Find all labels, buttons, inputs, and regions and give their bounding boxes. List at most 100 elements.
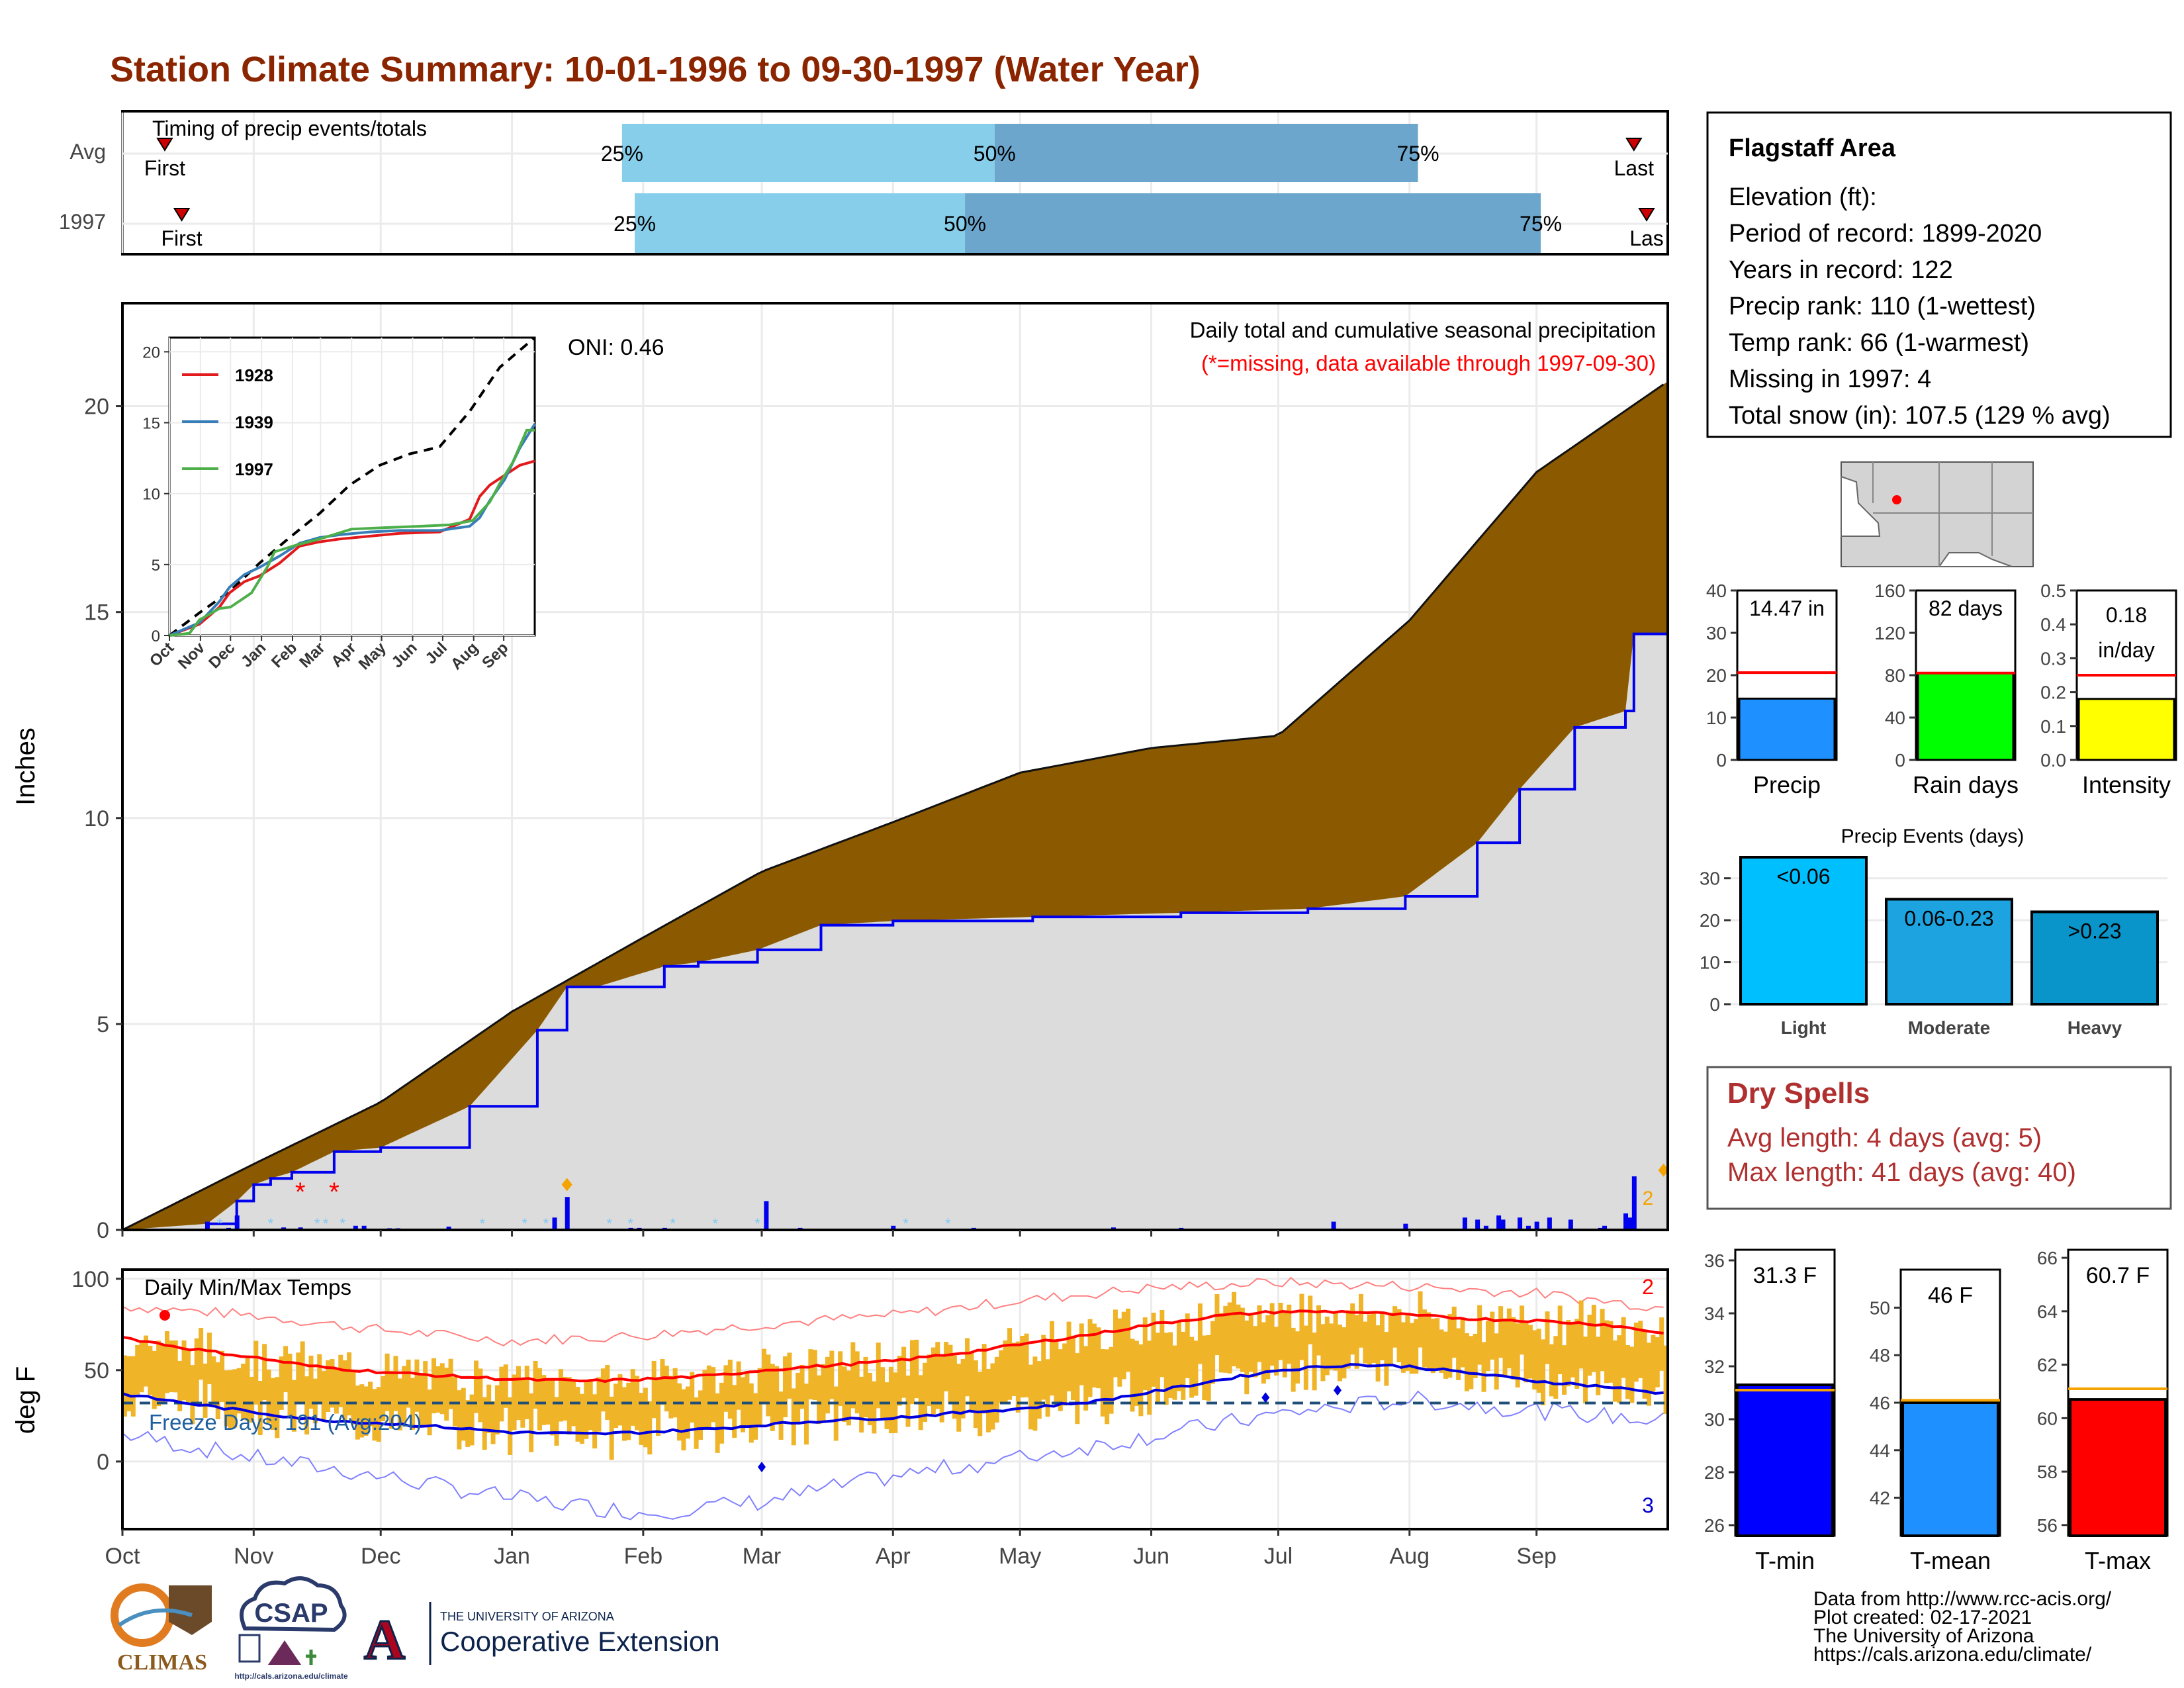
- summary-y-tick-label: 160: [1874, 581, 1905, 601]
- daily-temp-bar: [494, 1385, 500, 1434]
- daily-precip-bar: [1623, 1213, 1629, 1230]
- snow-marker: *: [712, 1215, 718, 1232]
- daily-temp-bar: [389, 1371, 394, 1429]
- daily-temp-bar: [376, 1387, 381, 1442]
- daily-temp-bar: [1160, 1310, 1165, 1378]
- daily-temp-bar: [1587, 1315, 1592, 1376]
- temp-bar-y-tick-label: 30: [1704, 1409, 1725, 1430]
- ua-a-icon: A: [364, 1608, 405, 1671]
- info-line: Elevation (ft):: [1729, 183, 1877, 211]
- daily-temp-bar: [596, 1377, 602, 1432]
- daily-precip-bar: [1547, 1217, 1552, 1230]
- month-tick-label: Sep: [1516, 1544, 1557, 1569]
- daily-temp-bar: [478, 1368, 483, 1423]
- daily-temp-bar: [893, 1372, 898, 1433]
- inset-y-tick-label: 15: [142, 415, 160, 433]
- temp-bar-y-tick-label: 36: [1704, 1250, 1725, 1271]
- daily-temp-bar: [999, 1350, 1004, 1403]
- daily-temp-bar: [1113, 1309, 1118, 1378]
- cumulative-1997-line: [122, 632, 1668, 1231]
- daily-temp-bar: [402, 1366, 407, 1424]
- daily-temp-bar: [1036, 1361, 1042, 1419]
- y-tick-label: 15: [84, 600, 109, 626]
- daily-temp-bar: [1265, 1315, 1271, 1380]
- daily-temp-bar: [711, 1367, 716, 1423]
- snow-marker: *: [522, 1215, 527, 1232]
- daily-temp-bar: [584, 1381, 589, 1439]
- daily-temp-bar: [1299, 1293, 1304, 1360]
- daily-temp-bar: [1418, 1291, 1423, 1348]
- daily-temp-bar: [1400, 1322, 1406, 1373]
- daily-temp-bar: [1659, 1317, 1664, 1371]
- daily-temp-bar: [944, 1342, 949, 1391]
- daily-temp-bar: [461, 1387, 466, 1441]
- daily-temp-bar: [1155, 1333, 1160, 1404]
- daily-temp-bar: [766, 1354, 771, 1417]
- snow-marker: *: [314, 1215, 320, 1232]
- daily-temp-bar: [1138, 1344, 1144, 1417]
- summary-value-label: 0.18: [2106, 603, 2147, 627]
- summary-y-tick-label: 80: [1885, 665, 1905, 686]
- daily-temp-bar: [1612, 1340, 1617, 1402]
- daily-precip-bar: [446, 1227, 451, 1230]
- temp-bar-value-label: 46 F: [1928, 1283, 1973, 1308]
- daily-temp-bar: [1638, 1321, 1643, 1378]
- daily-temp-bar: [609, 1396, 614, 1460]
- daily-temp-bar: [541, 1375, 547, 1425]
- daily-temp-bar: [283, 1346, 289, 1393]
- temp-bar-y-tick-label: 50: [1870, 1297, 1890, 1318]
- daily-temp-bar: [1176, 1322, 1181, 1391]
- events-category-label: Moderate: [1908, 1017, 1990, 1038]
- daily-temp-bar: [432, 1358, 436, 1414]
- daily-temp-bar: [850, 1342, 856, 1409]
- daily-temp-bar: [1553, 1336, 1559, 1399]
- daily-temp-bar: [1287, 1304, 1292, 1364]
- timing-p75-label: 75%: [1520, 212, 1562, 236]
- daily-temp-bar: [698, 1390, 704, 1440]
- daily-temp-bar: [901, 1346, 907, 1398]
- daily-temp-bar: [897, 1356, 902, 1406]
- timing-row-avg-label: Avg: [69, 140, 106, 164]
- dry-spells-frame: [1706, 1066, 2172, 1210]
- ua-logo: A THE UNIVERSITY OF ARIZONA Cooperative …: [361, 1602, 720, 1673]
- cumulative-avg-line: [122, 383, 1664, 1231]
- csap-grid-icon: [238, 1634, 261, 1663]
- daily-temp-bar: [817, 1375, 822, 1425]
- daily-temp-bar: [206, 1333, 212, 1385]
- timing-first-marker: [156, 138, 173, 152]
- daily-temp-bar: [672, 1368, 678, 1418]
- daily-temp-bar: [1024, 1333, 1029, 1397]
- temp-y-tick-label: 50: [84, 1358, 109, 1383]
- snow-marker: *: [903, 1215, 909, 1232]
- daily-temp-bar: [1236, 1304, 1241, 1369]
- daily-temp-bar: [279, 1356, 284, 1410]
- daily-temp-bar: [1557, 1305, 1563, 1374]
- temp-summary-bars: 26 28 30 32 34 36 31.3 F T-min 42 44 46 48 50 46 F T-m…: [1704, 1248, 2169, 1574]
- daily-temp-bar: [888, 1366, 893, 1434]
- daily-temp-bar: [1447, 1314, 1453, 1378]
- record-low-marker: [1334, 1385, 1342, 1396]
- daily-temp-bar: [1274, 1327, 1279, 1376]
- station-name: Flagstaff Area: [1729, 134, 1896, 162]
- daily-temp-bar: [1257, 1305, 1262, 1362]
- daily-precip-bar: [1525, 1225, 1531, 1230]
- csap-cloud-icon: [240, 1576, 347, 1632]
- daily-temp-bar: [1443, 1331, 1448, 1379]
- daily-temp-bar: [287, 1353, 293, 1417]
- ua-big-text: Cooperative Extension: [440, 1626, 720, 1657]
- daily-temp-bar: [1218, 1313, 1224, 1373]
- summary-y-tick-label: 30: [1706, 623, 1727, 643]
- temp-bar: [1901, 1401, 1999, 1537]
- daily-temp-bar: [1172, 1345, 1177, 1400]
- daily-temp-bar: [812, 1350, 817, 1401]
- daily-temp-bar: [1371, 1313, 1377, 1363]
- daily-temp-bar: [1197, 1303, 1203, 1364]
- daily-temp-bar: [1261, 1322, 1266, 1384]
- temp-bar-label: T-mean: [1910, 1547, 1991, 1574]
- daily-temp-bar: [1278, 1303, 1283, 1360]
- daily-precip-bar: [361, 1225, 367, 1230]
- inset-y-tick-label: 0: [152, 628, 160, 645]
- snow-marker: *: [268, 1215, 274, 1232]
- daily-temp-bar: [600, 1368, 606, 1412]
- daily-temp-bar: [1214, 1293, 1220, 1356]
